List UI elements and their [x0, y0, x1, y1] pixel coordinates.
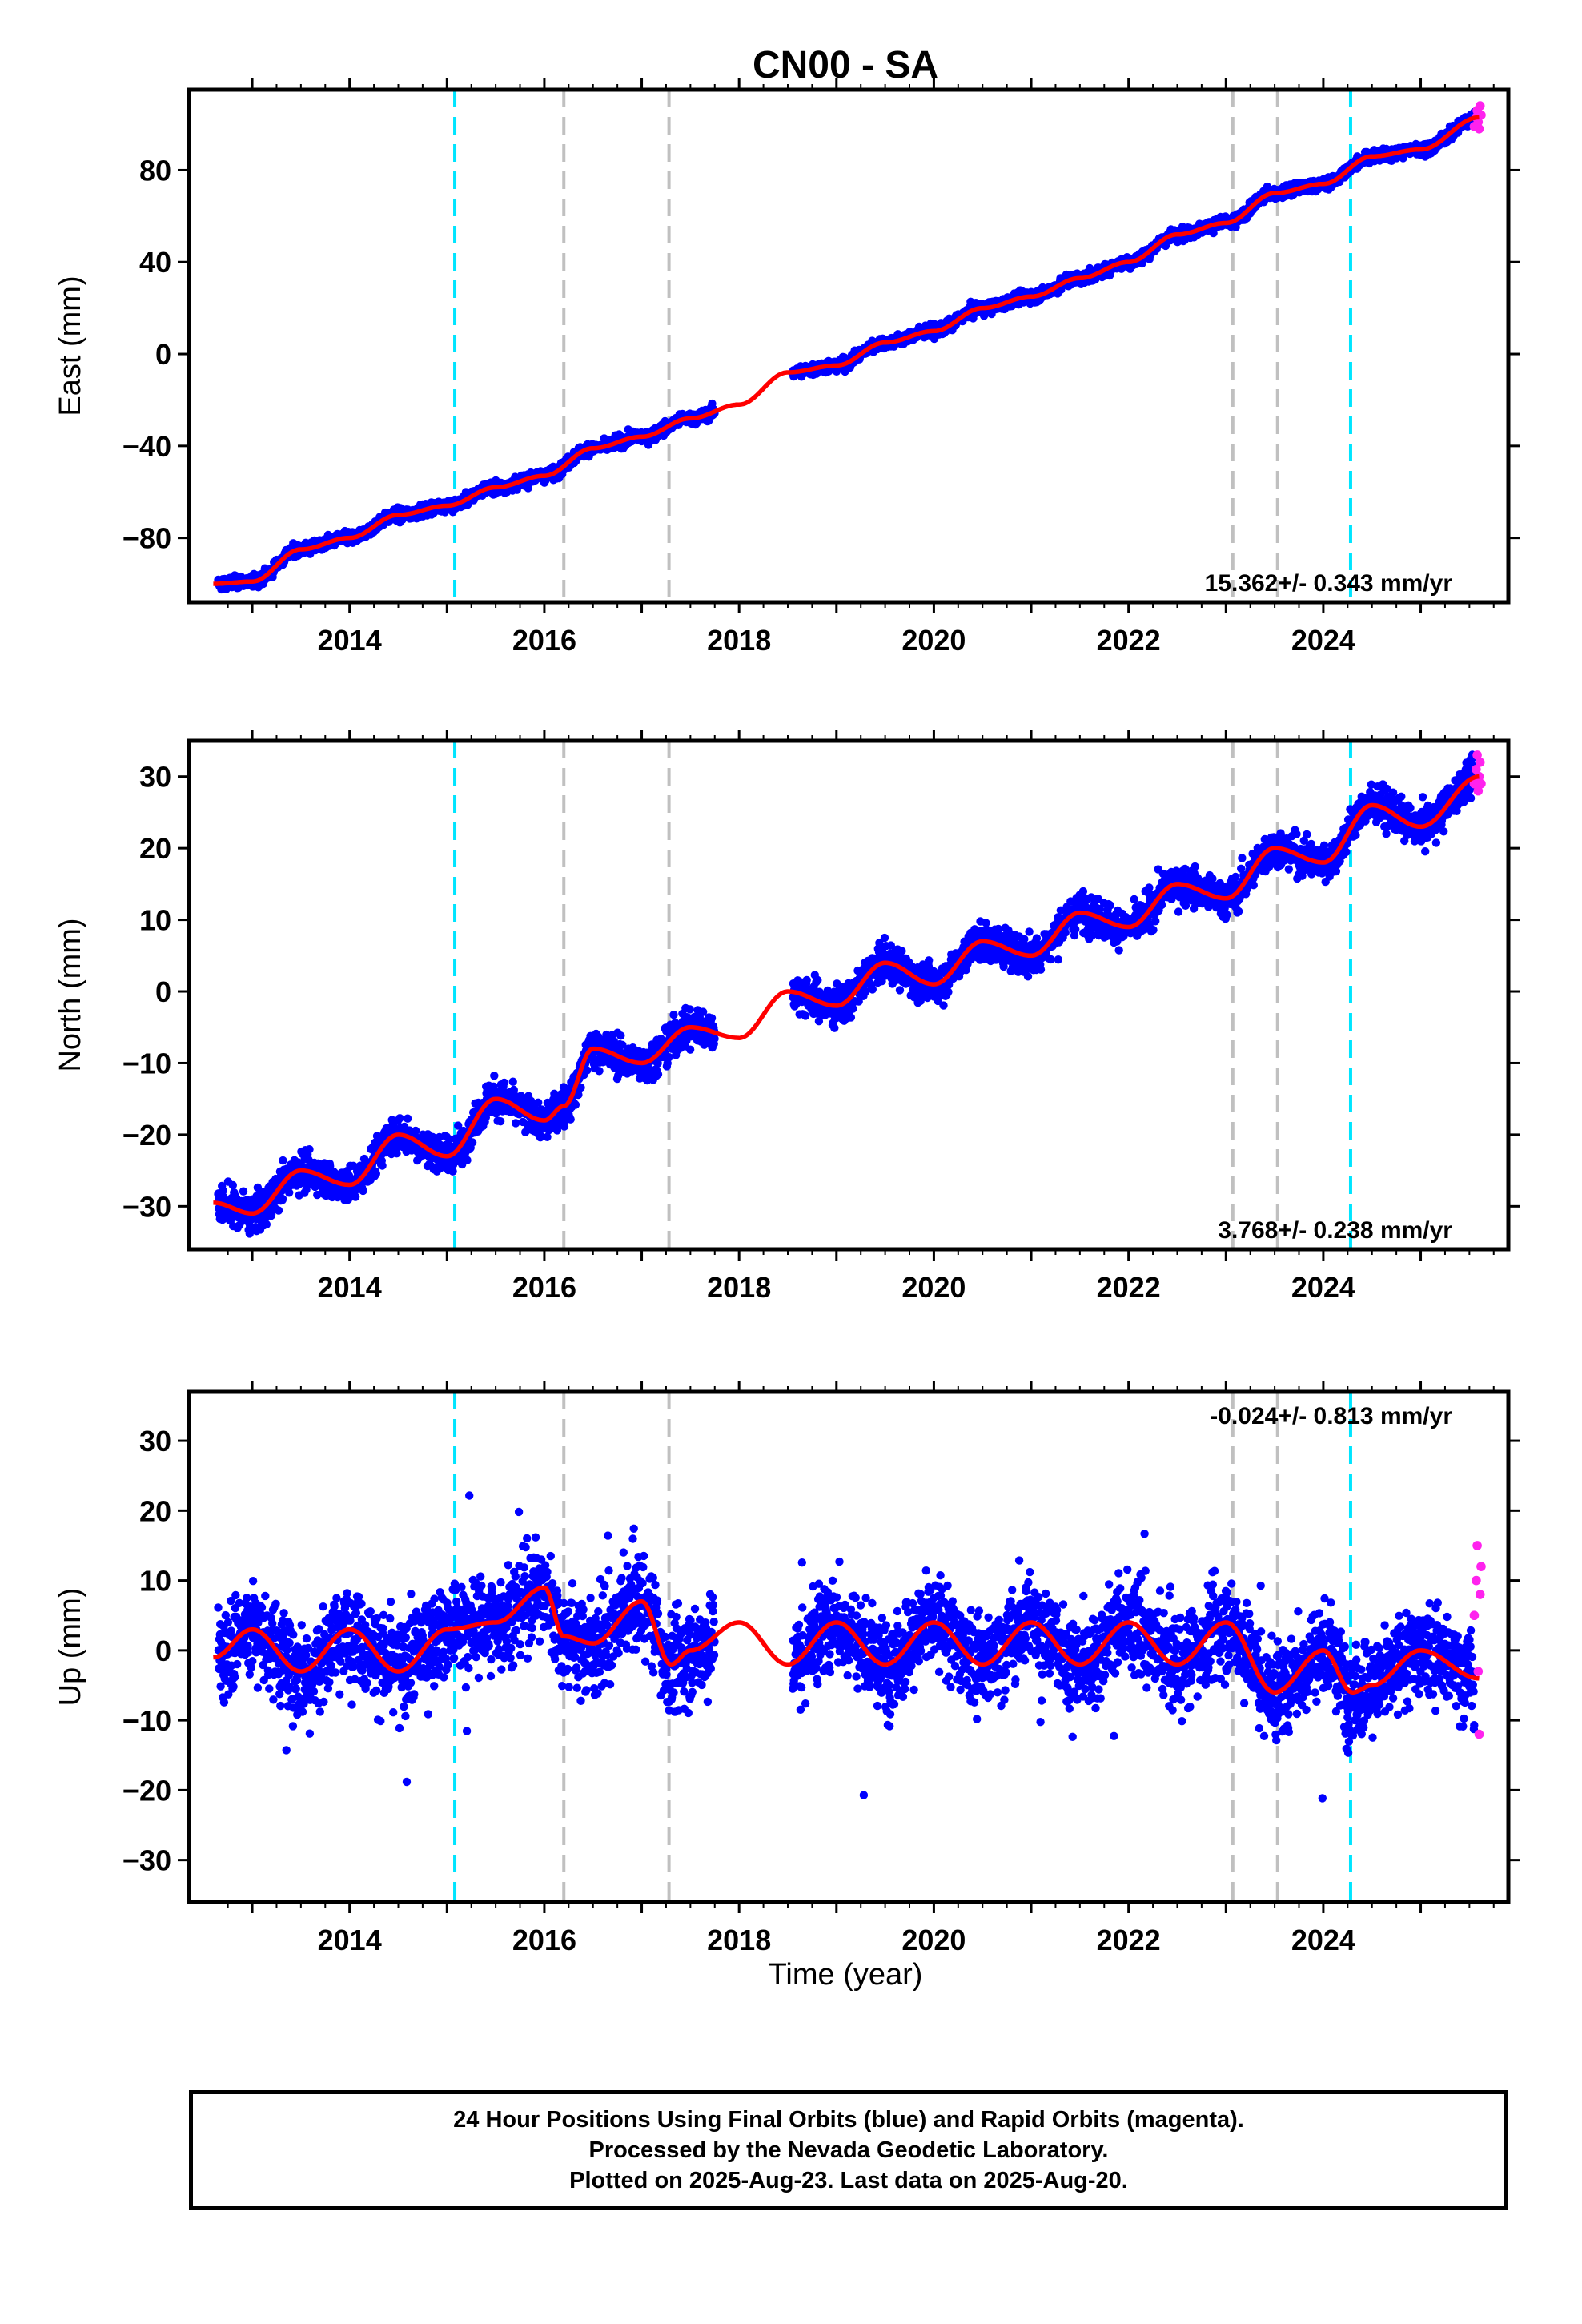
data-point [228, 1180, 237, 1190]
data-point [262, 1220, 271, 1229]
data-point [496, 1117, 505, 1126]
final-orbit-points [214, 107, 1479, 594]
data-point [396, 1114, 404, 1123]
x-tick-label: 2020 [901, 624, 966, 657]
data-point [463, 1156, 472, 1164]
x-tick-label: 2018 [707, 624, 771, 657]
rapid-data-point [1475, 101, 1485, 111]
y-tick-label: −80 [122, 522, 171, 555]
x-tick-label: 2024 [1291, 624, 1355, 657]
x-tick-label: 2014 [318, 624, 382, 657]
data-point [278, 1195, 287, 1204]
chart-title: CN00 - SA [753, 44, 938, 86]
panels: −80 −40 0 40 80 2014 2016 2018 2020 2022 2024 East … [54, 78, 1520, 1956]
data-point [468, 1138, 477, 1147]
final-orbit-points [214, 750, 1479, 1238]
data-point [508, 1077, 517, 1086]
y-tick-label: −40 [122, 430, 171, 463]
data-point [239, 1187, 248, 1196]
data-point [512, 1119, 520, 1128]
y-tick-label: 40 [139, 246, 171, 279]
x-tick-label: 2022 [1097, 624, 1161, 657]
data-point [403, 1114, 412, 1123]
velocity-rate-label: 15.362+/- 0.343 mm/yr [1205, 570, 1453, 597]
data-point [274, 1206, 283, 1215]
y-tick-label: 0 [155, 338, 171, 371]
data-point [490, 1072, 499, 1080]
data-point [305, 1145, 314, 1154]
x-tick-label: 2016 [512, 624, 576, 657]
data-point [351, 1192, 360, 1201]
y-tick-label: 80 [139, 154, 171, 187]
rapid-data-point [1474, 123, 1484, 134]
panel-east: −80 −40 0 40 80 2014 2016 2018 2020 2022 2024 East … [54, 78, 1520, 657]
data-point [359, 1186, 367, 1196]
y-axis-label: East (mm) [54, 275, 87, 416]
data-point [378, 1161, 387, 1170]
data-point [279, 1156, 287, 1165]
data-point [500, 1078, 508, 1088]
data-point [371, 1169, 380, 1179]
